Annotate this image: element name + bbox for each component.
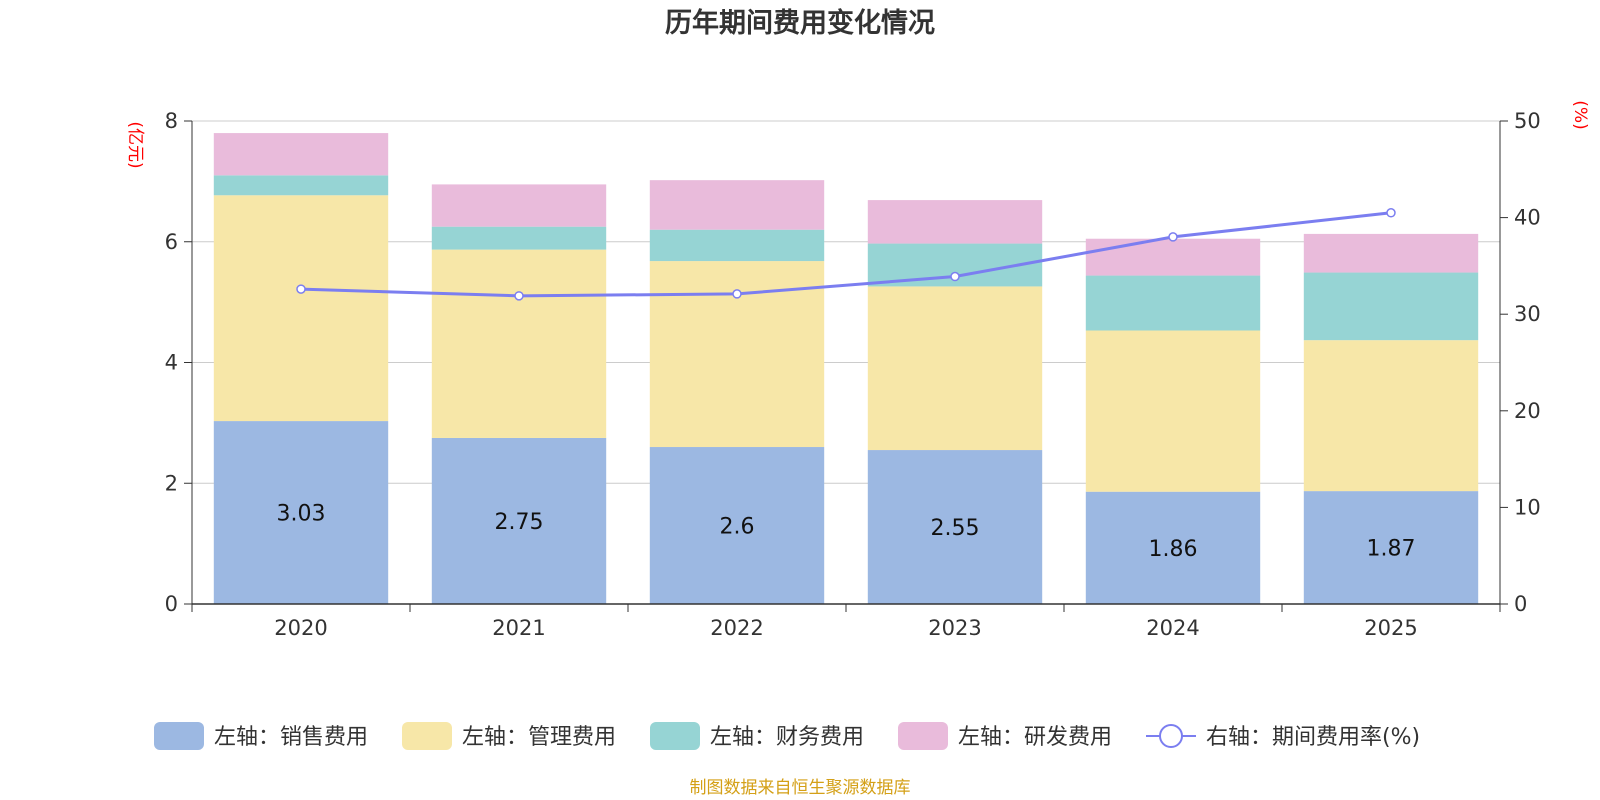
left-axis-tick-label: 4 [165,351,178,375]
legend-swatch [154,722,204,750]
legend-swatch [650,722,700,750]
bar-data-label: 1.86 [1149,537,1198,562]
bar-segment [649,447,825,604]
bar-segment [649,229,825,262]
x-axis-tick-label: 2025 [1364,616,1417,640]
bar-segment [1085,330,1261,492]
bar-segment [213,133,389,176]
bar-segment [431,184,607,227]
rate-point [950,271,960,282]
x-axis-tick-label: 2022 [710,616,763,640]
legend-label: 左轴：研发费用 [958,725,1112,750]
bar-segment [1085,275,1261,331]
left-axis-tick-label: 2 [165,471,178,495]
legend-label: 左轴：管理费用 [462,725,616,750]
chart-title: 历年期间费用变化情况 [665,7,935,39]
bar-segment [1085,238,1261,276]
bar-data-label: 2.55 [931,516,980,541]
bar-segment [1303,272,1479,341]
gridlines [192,120,1500,484]
rate-point [514,291,524,301]
right-axis-tick-label: 10 [1514,495,1541,519]
legend-label: 左轴：销售费用 [214,725,368,750]
right-axis-tick-label: 50 [1514,109,1541,133]
rate-point [1168,232,1178,242]
x-axis-tick-label: 2021 [492,616,545,640]
left-axis-tick-label: 6 [165,230,178,254]
left-axis-tick-label: 8 [165,109,178,133]
axes: 0 2 4 6 8 0 10 20 30 40 50 2020 2021 2022 2023 2024 2025 [165,109,1541,640]
rate-point [1386,208,1396,218]
rate-line-series [296,208,1396,301]
legend-label: 右轴：期间费用率(%) [1206,725,1420,750]
bar-segment [1303,491,1479,604]
right-axis-tick-label: 40 [1514,206,1541,230]
left-axis-tick-label: 0 [165,592,178,616]
legend: 左轴：销售费用 左轴：管理费用 左轴：财务费用 左轴：研发费用 右轴：期间费用率(%) [154,722,1420,750]
bar-segment [1303,233,1479,273]
rate-point [732,289,742,299]
bar-segment [1303,340,1479,492]
rate-point [296,284,306,294]
bar-segment [213,175,389,196]
bar-series: 3.03 2.75 2.6 2.55 1.86 1.87 [213,133,1479,604]
bar-data-label: 1.87 [1367,537,1416,562]
bar-segment [867,286,1043,451]
right-axis-tick-label: 0 [1514,592,1527,616]
bar-segment [431,437,607,604]
right-axis-tick-label: 30 [1514,302,1541,326]
bar-data-label: 2.75 [495,510,544,535]
bar-segment [431,249,607,438]
x-axis-tick-label: 2023 [928,616,981,640]
legend-label: 左轴：财务费用 [710,725,864,750]
right-axis-tick-label: 20 [1514,399,1541,423]
right-axis-unit: (%) [1570,100,1590,129]
bar-segment [867,450,1043,604]
legend-swatch [402,722,452,750]
bar-segment [213,195,389,422]
x-axis-tick-label: 2024 [1146,616,1199,640]
left-axis-unit: (亿元) [125,121,145,168]
bar-segment [213,421,389,604]
source-note: 制图数据来自恒生聚源数据库 [690,778,911,798]
rate-line [300,211,1392,298]
x-axis-tick-label: 2020 [274,616,327,640]
bar-segment [431,226,607,250]
bar-segment [649,180,825,230]
bar-data-label: 3.03 [277,502,326,527]
legend-marker-icon [1159,724,1183,748]
bar-data-label: 2.6 [720,515,755,540]
bar-segment [1085,491,1261,604]
bar-segment [867,200,1043,244]
legend-swatch [898,722,948,750]
